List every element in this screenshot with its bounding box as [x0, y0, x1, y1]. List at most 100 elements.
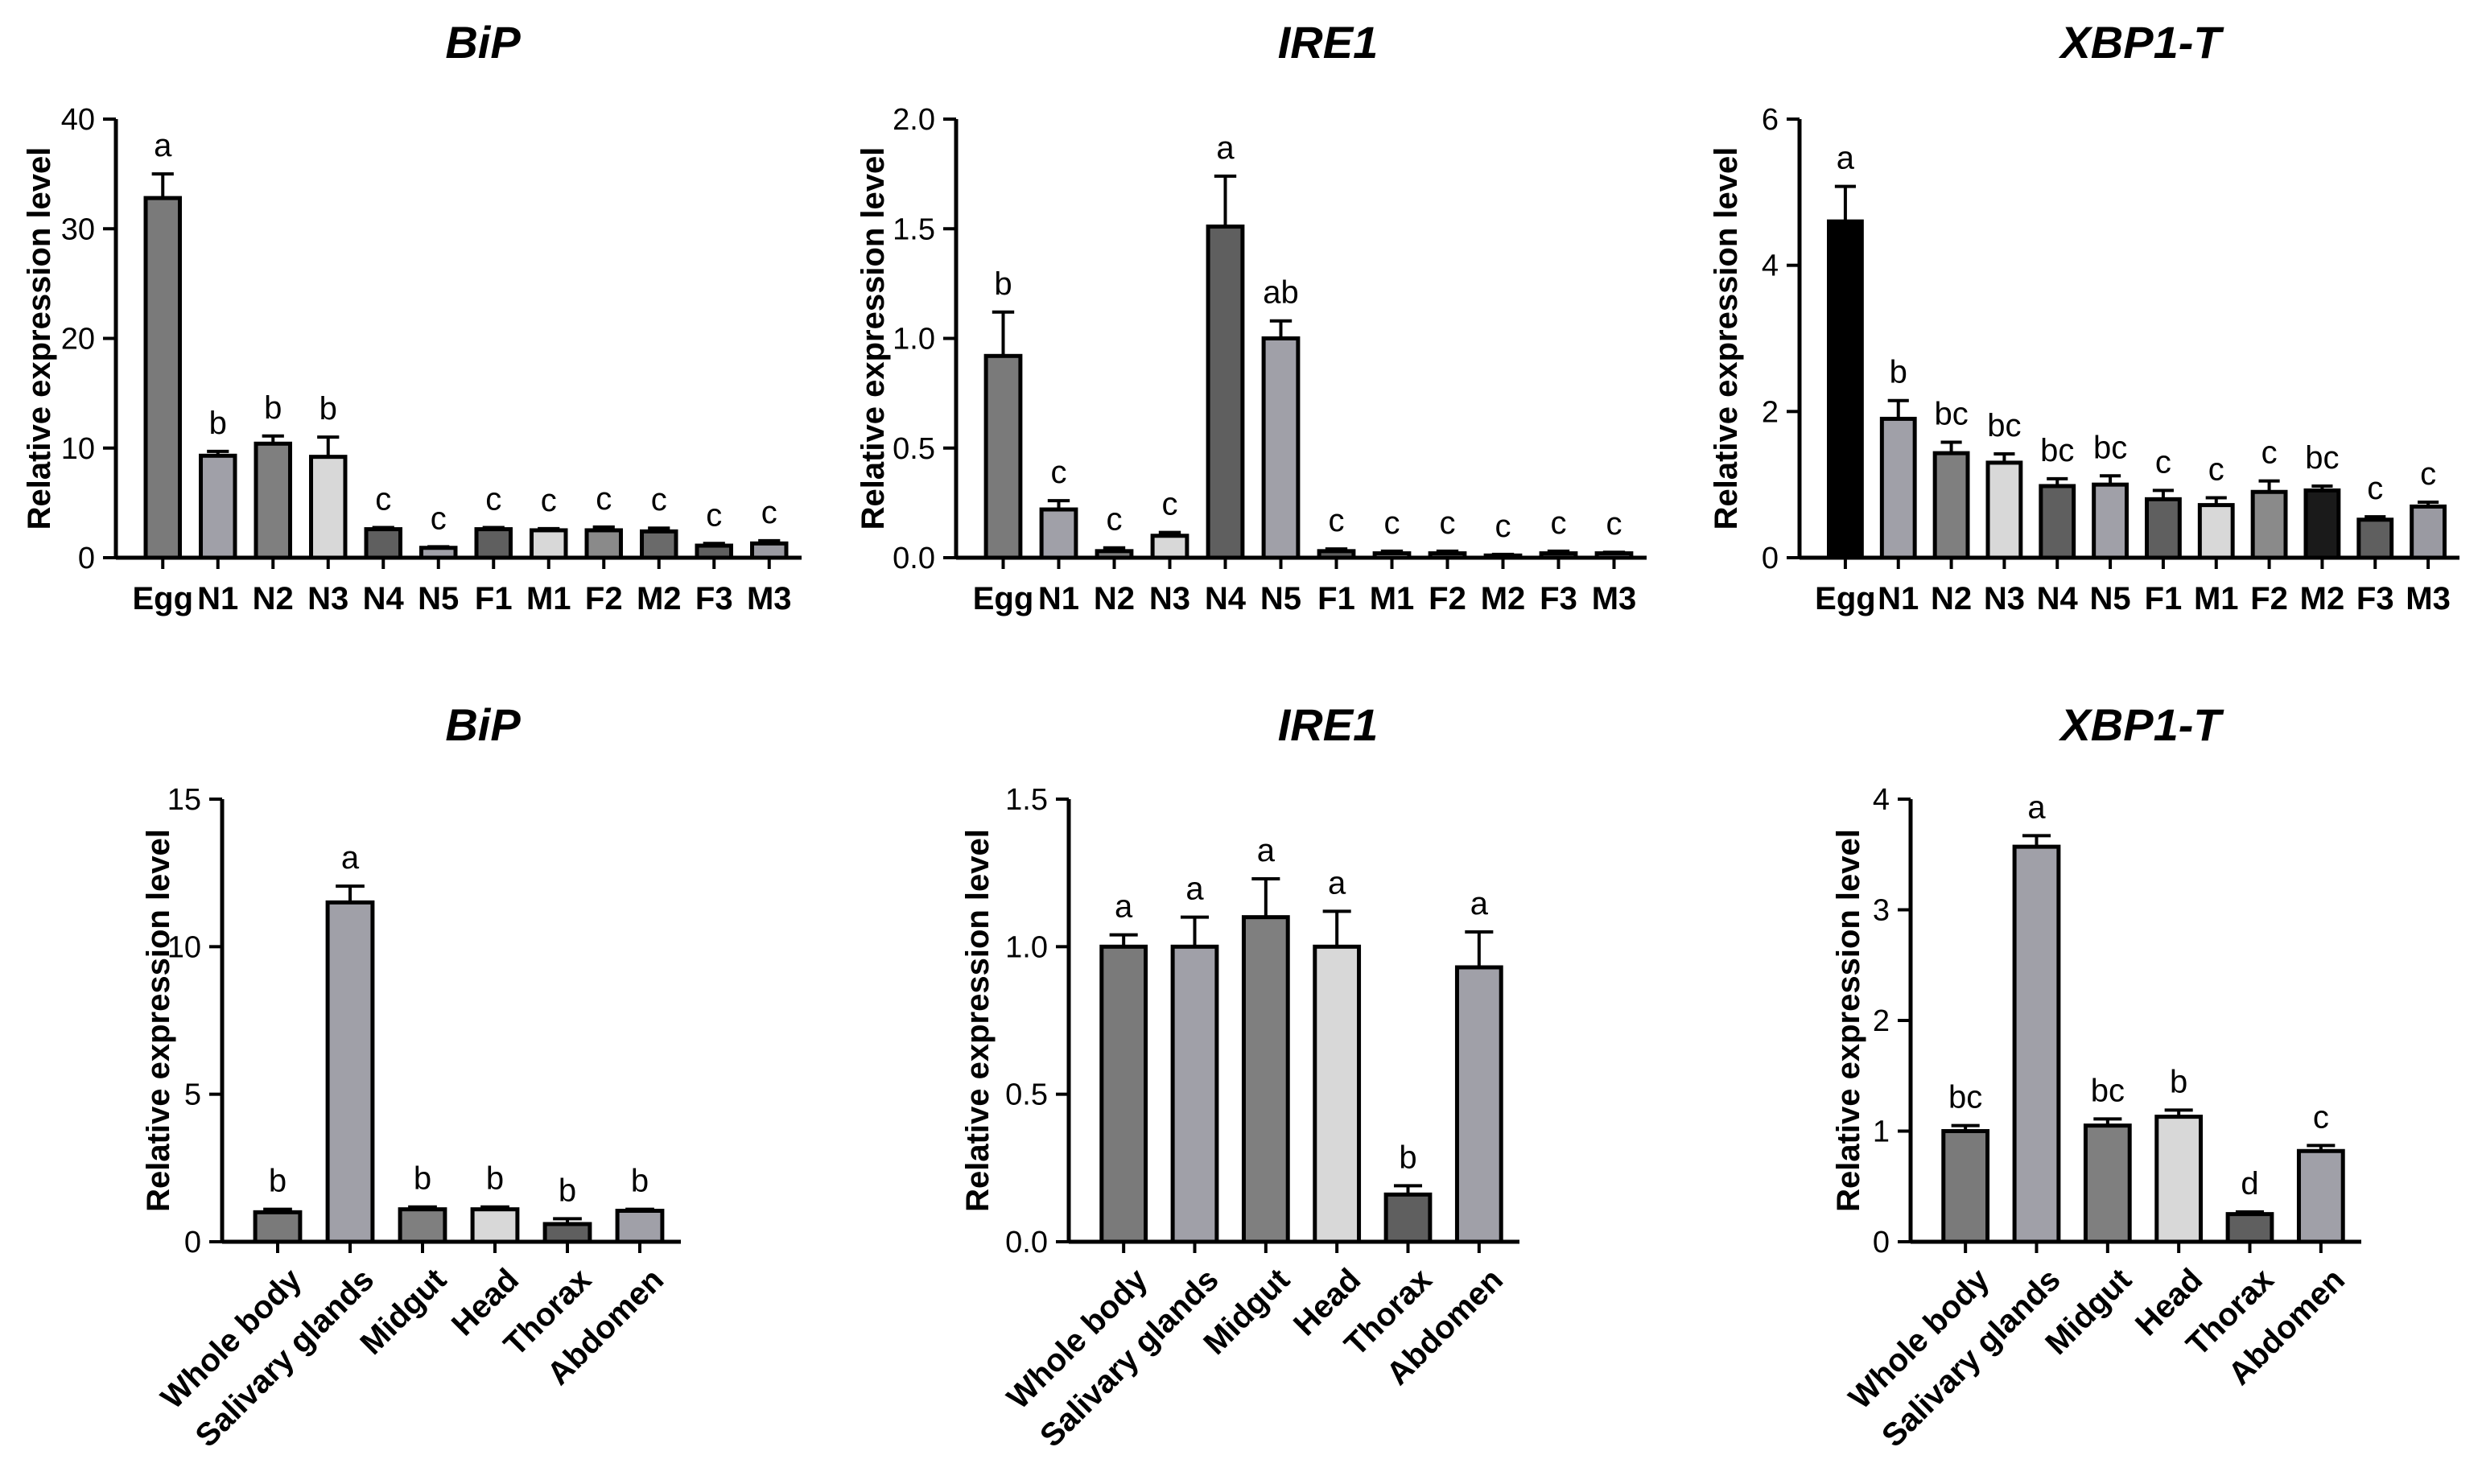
y-axis-label: Relative expression level	[960, 829, 996, 1212]
bar	[470, 1207, 520, 1244]
y-tick-label: 15	[167, 783, 201, 817]
significance-letter: bc	[1948, 1080, 1982, 1115]
significance-letter: b	[269, 1164, 287, 1199]
bar	[1170, 944, 1219, 1244]
x-tick-label: N4	[1205, 581, 1247, 616]
significance-letter: b	[631, 1164, 649, 1199]
significance-letter: bc	[2040, 433, 2074, 468]
bar	[983, 353, 1023, 560]
significance-letter: c	[1329, 503, 1345, 538]
significance-letter: bc	[2093, 430, 2127, 465]
bar	[1039, 507, 1078, 560]
y-tick-label: 20	[61, 323, 95, 357]
x-tick-label: M2	[2300, 581, 2345, 616]
x-tick-label: F3	[2356, 581, 2394, 616]
x-tick-label: F2	[585, 581, 623, 616]
significance-letter: c	[375, 482, 391, 517]
y-tick-label: 0	[1762, 542, 1779, 575]
x-tick-label: N3	[1149, 581, 1190, 616]
x-tick-label: F2	[2250, 581, 2288, 616]
bar	[1150, 534, 1189, 560]
bar	[1261, 336, 1301, 560]
y-tick-label: 4	[1873, 783, 1890, 817]
significance-letter: a	[1185, 872, 1204, 907]
bar	[2250, 489, 2288, 560]
significance-letter: c	[1107, 502, 1123, 538]
significance-letter: c	[2313, 1099, 2329, 1135]
y-tick-label: 0.5	[893, 432, 935, 466]
significance-letter: b	[559, 1173, 576, 1208]
chart-title: BiP	[445, 17, 521, 68]
significance-letter: b	[1399, 1140, 1416, 1175]
significance-letter: a	[2027, 789, 2046, 825]
bar	[640, 529, 678, 560]
bar	[2410, 504, 2447, 560]
x-tick-label: N2	[1094, 581, 1135, 616]
significance-letter: c	[431, 501, 447, 536]
bar	[2154, 1115, 2204, 1244]
y-tick-label: 4	[1762, 249, 1779, 283]
x-tick-label: M1	[526, 581, 571, 616]
chart-title: IRE1	[1278, 17, 1379, 68]
bar	[1932, 451, 1970, 560]
chart-title: IRE1	[1278, 699, 1379, 750]
y-tick-label: 2	[1762, 395, 1779, 429]
bar	[1454, 965, 1503, 1244]
x-tick-label: N3	[1984, 581, 2025, 616]
x-tick-label: N1	[1038, 581, 1079, 616]
significance-letter: b	[320, 391, 337, 427]
x-tick-label: M3	[2406, 581, 2451, 616]
x-tick-label: F1	[475, 581, 513, 616]
significance-letter: c	[1606, 506, 1622, 542]
chart-title: BiP	[445, 699, 521, 750]
bar	[253, 1210, 303, 1244]
chart-panel-2: IRE1 Relative expression level b Egg c N1 c N2 c…	[856, 17, 1647, 616]
y-tick-label: 10	[167, 930, 201, 964]
significance-letter: a	[1115, 889, 1133, 925]
chart-title: XBP1-T	[2058, 17, 2224, 68]
significance-letter: a	[341, 840, 360, 876]
x-tick-label: N3	[307, 581, 348, 616]
x-tick-label: N1	[197, 581, 238, 616]
y-tick-label: 5	[184, 1078, 201, 1112]
y-tick-label: 2	[1873, 1004, 1890, 1038]
y-tick-label: 0	[78, 542, 95, 575]
y-axis-label: Relative expression level	[22, 147, 57, 530]
significance-letter: a	[1216, 130, 1235, 166]
bar	[2197, 503, 2235, 560]
bar	[750, 541, 789, 560]
x-tick-label: N5	[418, 581, 459, 616]
significance-letter: c	[2261, 435, 2278, 471]
y-tick-label: 1.5	[893, 212, 935, 246]
significance-letter: b	[994, 266, 1012, 302]
bar	[2012, 844, 2061, 1244]
x-tick-label: M1	[1370, 581, 1415, 616]
y-tick-label: 0.0	[893, 542, 935, 575]
bar	[2303, 488, 2341, 560]
chart-panel-1: BiP Relative expression level a Egg b N1 b N2 b N…	[22, 17, 802, 616]
bar	[1206, 225, 1245, 560]
y-tick-label: 1.0	[893, 323, 935, 357]
significance-letter: bc	[1987, 408, 2021, 443]
x-tick-label: F3	[1540, 581, 1577, 616]
y-axis-label: Relative expression level	[856, 147, 891, 530]
x-tick-label: F1	[2145, 581, 2183, 616]
significance-letter: b	[414, 1161, 431, 1197]
significance-letter: a	[154, 128, 172, 163]
bar	[2225, 1212, 2274, 1244]
y-tick-label: 0	[1873, 1226, 1890, 1259]
bar	[254, 441, 292, 560]
significance-letter: c	[596, 481, 612, 517]
significance-letter: bc	[1934, 396, 1968, 431]
significance-letter: b	[209, 406, 227, 441]
x-tick-label: N4	[363, 581, 405, 616]
y-tick-label: 1.0	[1005, 930, 1048, 964]
bar	[325, 900, 375, 1244]
bar	[2296, 1148, 2345, 1244]
significance-letter: c	[1495, 509, 1511, 544]
x-tick-label: F1	[1317, 581, 1355, 616]
significance-letter: d	[2241, 1166, 2258, 1202]
x-tick-label: M2	[1481, 581, 1526, 616]
